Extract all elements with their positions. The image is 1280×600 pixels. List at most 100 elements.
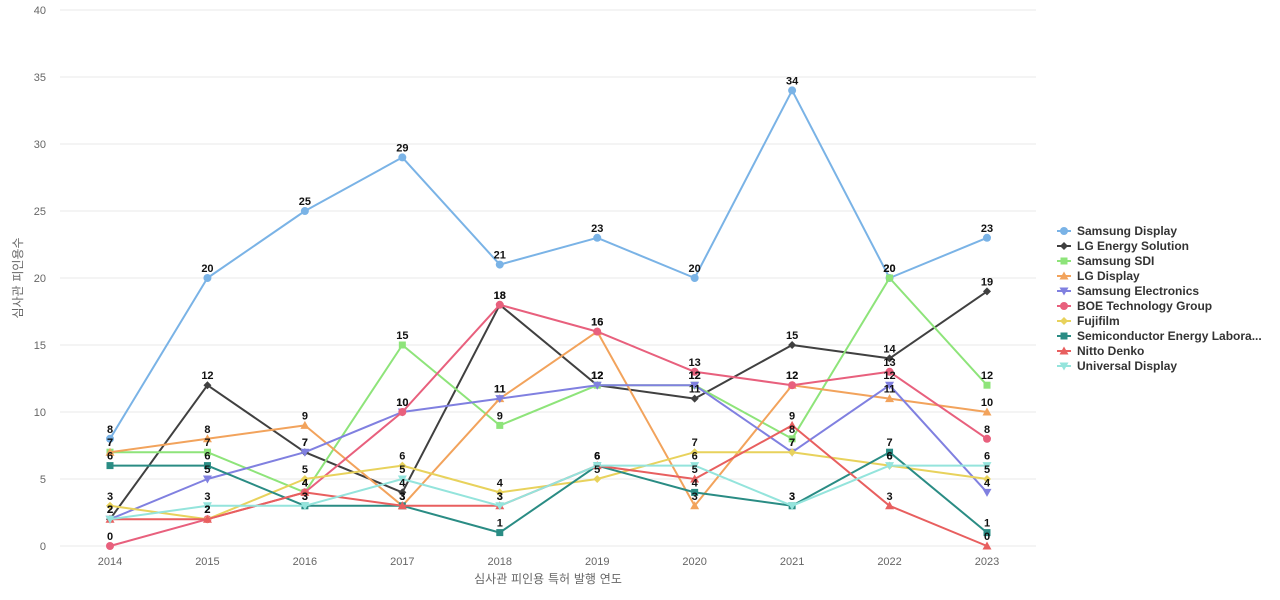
data-point bbox=[983, 475, 991, 483]
legend-label: Fujifilm bbox=[1077, 314, 1120, 328]
x-tick-label: 2022 bbox=[877, 556, 901, 568]
data-point bbox=[982, 541, 992, 550]
data-label: 6 bbox=[594, 451, 600, 463]
data-label: 7 bbox=[107, 437, 113, 449]
data-label: 29 bbox=[396, 142, 408, 154]
data-point bbox=[300, 448, 310, 457]
y-tick-label: 30 bbox=[34, 139, 46, 151]
data-label: 20 bbox=[689, 263, 701, 275]
legend-item[interactable]: BOE Technology Group bbox=[1057, 299, 1212, 313]
data-label: 20 bbox=[883, 263, 895, 275]
x-tick-label: 2015 bbox=[195, 556, 219, 568]
legend-label: Semiconductor Energy Labora... bbox=[1077, 329, 1262, 343]
data-label: 6 bbox=[204, 451, 210, 463]
data-point bbox=[495, 395, 505, 404]
data-label: 1 bbox=[497, 518, 503, 530]
data-label: 6 bbox=[984, 451, 990, 463]
data-label: 15 bbox=[786, 330, 798, 342]
series-5 bbox=[105, 381, 992, 524]
data-point bbox=[203, 381, 212, 390]
legend-item[interactable]: Semiconductor Energy Labora... bbox=[1057, 329, 1262, 343]
data-point bbox=[788, 341, 797, 349]
legend-marker bbox=[1060, 317, 1068, 325]
data-label: 6 bbox=[692, 451, 698, 463]
data-label: 9 bbox=[302, 410, 308, 422]
data-label: 1 bbox=[984, 518, 990, 530]
data-label: 2 bbox=[107, 504, 113, 516]
data-label: 3 bbox=[399, 491, 405, 503]
x-tick-label: 2017 bbox=[390, 556, 414, 568]
data-label: 3 bbox=[497, 491, 503, 503]
x-tick-label: 2023 bbox=[975, 556, 999, 568]
data-point bbox=[690, 367, 699, 376]
y-tick-label: 5 bbox=[40, 474, 46, 486]
data-point bbox=[690, 274, 699, 282]
legend-marker bbox=[1059, 271, 1069, 280]
data-label: 8 bbox=[204, 424, 210, 436]
legend-label: BOE Technology Group bbox=[1077, 299, 1212, 313]
data-point bbox=[885, 381, 895, 390]
legend-marker bbox=[1059, 362, 1069, 371]
y-tick-label: 20 bbox=[34, 273, 46, 285]
data-label: 25 bbox=[299, 196, 311, 208]
legend-item[interactable]: Nitto Denko bbox=[1057, 344, 1144, 358]
data-point bbox=[788, 448, 797, 457]
data-point bbox=[787, 420, 797, 429]
y-tick-label: 15 bbox=[34, 340, 46, 352]
data-label: 12 bbox=[591, 370, 603, 382]
data-point bbox=[202, 475, 212, 484]
legend-marker bbox=[1059, 287, 1069, 296]
data-point bbox=[691, 488, 699, 496]
data-label: 4 bbox=[497, 477, 504, 489]
legend-item[interactable]: Universal Display bbox=[1057, 359, 1177, 373]
data-label: 19 bbox=[981, 276, 993, 288]
data-label: 18 bbox=[494, 290, 506, 302]
legend-item[interactable]: Samsung Display bbox=[1057, 224, 1177, 238]
data-point bbox=[787, 502, 797, 511]
data-point bbox=[593, 327, 602, 336]
legend-item[interactable]: Fujifilm bbox=[1057, 314, 1120, 328]
data-label: 15 bbox=[396, 330, 408, 342]
data-point bbox=[496, 421, 504, 429]
data-point bbox=[300, 502, 310, 511]
data-label: 3 bbox=[789, 491, 795, 503]
data-point bbox=[106, 501, 114, 510]
legend-item[interactable]: Samsung Electronics bbox=[1057, 284, 1199, 298]
data-label: 11 bbox=[689, 384, 701, 396]
data-point bbox=[690, 448, 699, 457]
series-line bbox=[109, 464, 987, 521]
y-axis-ticks: 0 5 10 15 20 25 30 35 40 bbox=[34, 5, 46, 553]
series-line bbox=[109, 290, 988, 520]
data-point bbox=[106, 542, 114, 550]
data-point bbox=[397, 475, 407, 484]
data-label: 8 bbox=[107, 424, 113, 436]
data-label: 12 bbox=[591, 370, 603, 382]
data-point bbox=[690, 474, 700, 483]
data-label: 5 bbox=[594, 464, 600, 476]
data-point bbox=[885, 354, 894, 363]
data-point bbox=[300, 420, 310, 429]
x-axis-title: 심사관 피인용 특허 발행 연도 bbox=[474, 571, 622, 586]
data-point bbox=[885, 367, 894, 376]
grid-lines bbox=[60, 9, 1036, 547]
data-label: 5 bbox=[692, 464, 698, 476]
data-label: 8 bbox=[789, 424, 795, 436]
data-label: 20 bbox=[201, 263, 213, 275]
data-label: 7 bbox=[302, 437, 308, 449]
data-label: 6 bbox=[107, 451, 113, 463]
y-tick-label: 40 bbox=[34, 5, 46, 17]
series-6 bbox=[106, 300, 991, 550]
data-label: 6 bbox=[886, 451, 892, 463]
data-point bbox=[203, 274, 212, 282]
data-label: 12 bbox=[689, 370, 701, 382]
legend-label: LG Energy Solution bbox=[1077, 239, 1189, 253]
data-point bbox=[788, 381, 797, 390]
legend-item[interactable]: Samsung SDI bbox=[1057, 254, 1154, 268]
legend-item[interactable]: LG Display bbox=[1057, 269, 1140, 283]
legend-label: LG Display bbox=[1077, 269, 1140, 283]
legend-item[interactable]: LG Energy Solution bbox=[1057, 239, 1189, 253]
legend-marker bbox=[1060, 302, 1068, 310]
data-label: 5 bbox=[302, 464, 308, 476]
y-tick-label: 0 bbox=[40, 541, 46, 553]
data-label: 12 bbox=[689, 370, 701, 382]
